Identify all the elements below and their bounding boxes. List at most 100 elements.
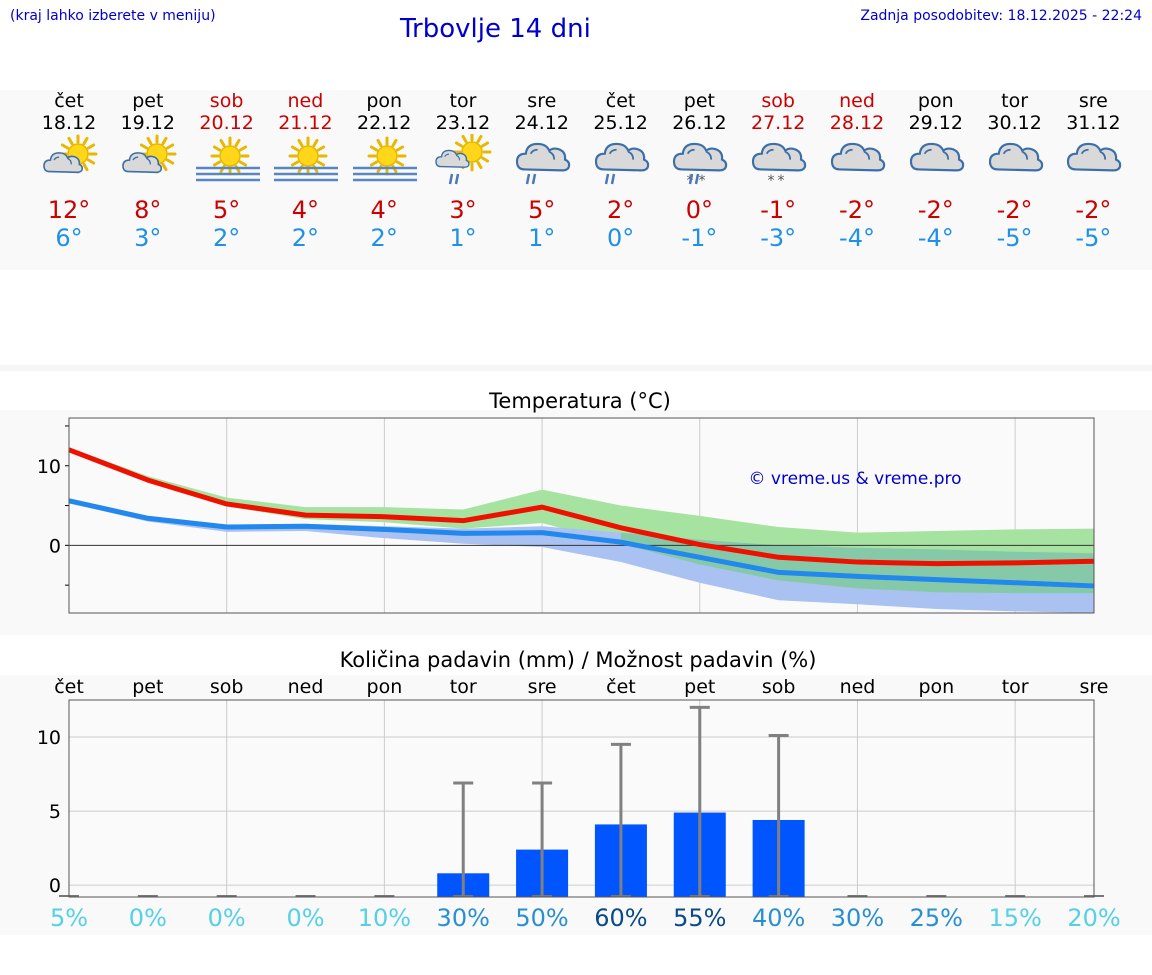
cloud-shape: [909, 142, 964, 172]
day-date: 29.12: [908, 112, 963, 134]
x-tick-label: sob: [210, 676, 244, 698]
x-tick-label: sre: [528, 676, 557, 698]
partly-cloudy-sun-icon: [109, 134, 187, 190]
day-name: tor: [449, 90, 477, 112]
sun-shape: [452, 134, 492, 172]
forecast-day: čet 18.12 12° 6°: [30, 90, 108, 252]
y-tick-label: 10: [37, 727, 61, 749]
precipitation-chart: Količina padavin (mm) / Možnost padavin …: [37, 648, 1121, 932]
day-date: 20.12: [199, 112, 254, 134]
forecast-day: sob 20.12 5° 2°: [188, 90, 266, 252]
separator-band: [0, 365, 1152, 371]
day-date: 25.12: [593, 112, 648, 134]
min-temperature: 6°: [55, 224, 83, 252]
day-date: 30.12: [987, 112, 1042, 134]
watermark: © vreme.us & vreme.pro: [748, 469, 961, 489]
min-temperature: -4°: [839, 224, 875, 252]
day-name: pon: [366, 90, 403, 112]
forecast-day: sob 27.12 * * -1° -3°: [739, 90, 817, 252]
precipitation-probability: 20%: [1067, 904, 1120, 932]
cloud-shape: [515, 142, 570, 172]
cloud-shape: [43, 152, 84, 174]
max-temperature: -2°: [839, 196, 875, 224]
cloud-shape: [122, 152, 162, 174]
day-date: 26.12: [672, 112, 727, 134]
day-name: ned: [839, 90, 875, 112]
day-date: 18.12: [41, 112, 97, 134]
rain-drops: [448, 173, 460, 185]
day-name: pon: [917, 90, 954, 112]
max-temperature: 8°: [134, 196, 162, 224]
min-temperature: 3°: [134, 224, 162, 252]
x-tick-label: pet: [132, 676, 163, 698]
max-temperature-line: [68, 447, 1095, 567]
min-temperature: -1°: [681, 224, 718, 252]
max-temperature: -1°: [760, 196, 797, 224]
fog-lines: [274, 166, 339, 182]
min-temperature: 1°: [449, 224, 477, 252]
day-name: ned: [287, 90, 324, 112]
forecast-day: pon 22.12 4° 2°: [345, 90, 423, 252]
day-name: čet: [605, 90, 636, 112]
forecast-day: ned 21.12 4° 2°: [266, 90, 344, 252]
day-date: 23.12: [435, 112, 491, 134]
fog-lines: [353, 166, 418, 182]
cloud-shape: [435, 149, 470, 168]
forecast-day: tor 30.12 -2° -5°: [976, 90, 1054, 252]
max-temperature: 4°: [370, 196, 398, 224]
min-temperature: 1°: [528, 224, 556, 252]
cloud-icon: [976, 134, 1054, 190]
x-tick-label: čet: [606, 676, 636, 698]
y-tick-label: 10: [37, 456, 61, 478]
min-temperature: 0°: [606, 224, 635, 252]
cloud-shape: [830, 142, 886, 172]
x-tick-label: sre: [1080, 676, 1109, 698]
forecast-day: sre 31.12 -2° -5°: [1054, 90, 1132, 252]
x-tick-label: ned: [288, 676, 324, 698]
precipitation-probability: 40%: [752, 904, 805, 932]
cloud-icon: [1054, 134, 1132, 190]
x-tick-label: čet: [54, 676, 84, 698]
day-date: 31.12: [1066, 112, 1121, 134]
max-temperature: 2°: [606, 196, 635, 224]
x-tick-label: pon: [918, 676, 954, 698]
precipitation-probability: 15%: [988, 904, 1041, 932]
y-tick-label: 5: [49, 801, 61, 823]
sun-fog-icon: [188, 134, 266, 190]
max-temperature: -2°: [996, 196, 1033, 224]
last-update: Zadnja posodobitev: 18.12.2025 - 22:24: [860, 8, 1142, 24]
forecast-day: ned 28.12 -2° -4°: [818, 90, 896, 252]
location-menu-hint[interactable]: (kraj lahko izberete v meniju): [10, 8, 216, 24]
precipitation-probability: 30%: [437, 904, 490, 932]
forecast-day: tor 23.12 3° 1°: [424, 90, 502, 252]
min-temperature: 2°: [370, 224, 398, 252]
precipitation-chart-title: Količina padavin (mm) / Možnost padavin …: [340, 648, 817, 672]
cloud-shape: [752, 142, 807, 172]
min-temperature: -5°: [1075, 224, 1112, 252]
precipitation-probability: 0%: [286, 904, 324, 932]
min-temperature: 2°: [291, 224, 320, 252]
day-date: 24.12: [514, 112, 569, 134]
x-tick-label: pet: [684, 676, 715, 698]
max-temperature: -2°: [1075, 196, 1112, 224]
precipitation-probability: 25%: [910, 904, 963, 932]
precipitation-probability: 55%: [673, 904, 726, 932]
forecast-band: [0, 90, 1152, 270]
max-temperature: 12°: [47, 196, 91, 224]
precipitation-probability: 5%: [50, 904, 88, 932]
fog-lines: [195, 166, 260, 182]
cloud-snow-icon: * *: [739, 134, 817, 190]
temperature-chart-title: Temperatura (°C): [488, 389, 671, 413]
day-name: sre: [1078, 90, 1108, 112]
x-tick-label: tor: [450, 676, 477, 698]
day-name: čet: [54, 90, 84, 112]
svg-text:*: *: [778, 173, 785, 189]
forecast-day: čet 25.12 2° 0°: [582, 90, 660, 252]
rain-drops: [689, 173, 700, 185]
x-tick-label: tor: [1002, 676, 1029, 698]
precipitation-probability: 0%: [208, 904, 246, 932]
plot-frame: [68, 417, 1095, 614]
page-title: Trbovlje 14 dni: [400, 14, 591, 44]
cloud-shape: [988, 142, 1043, 172]
day-name: sob: [761, 90, 795, 112]
